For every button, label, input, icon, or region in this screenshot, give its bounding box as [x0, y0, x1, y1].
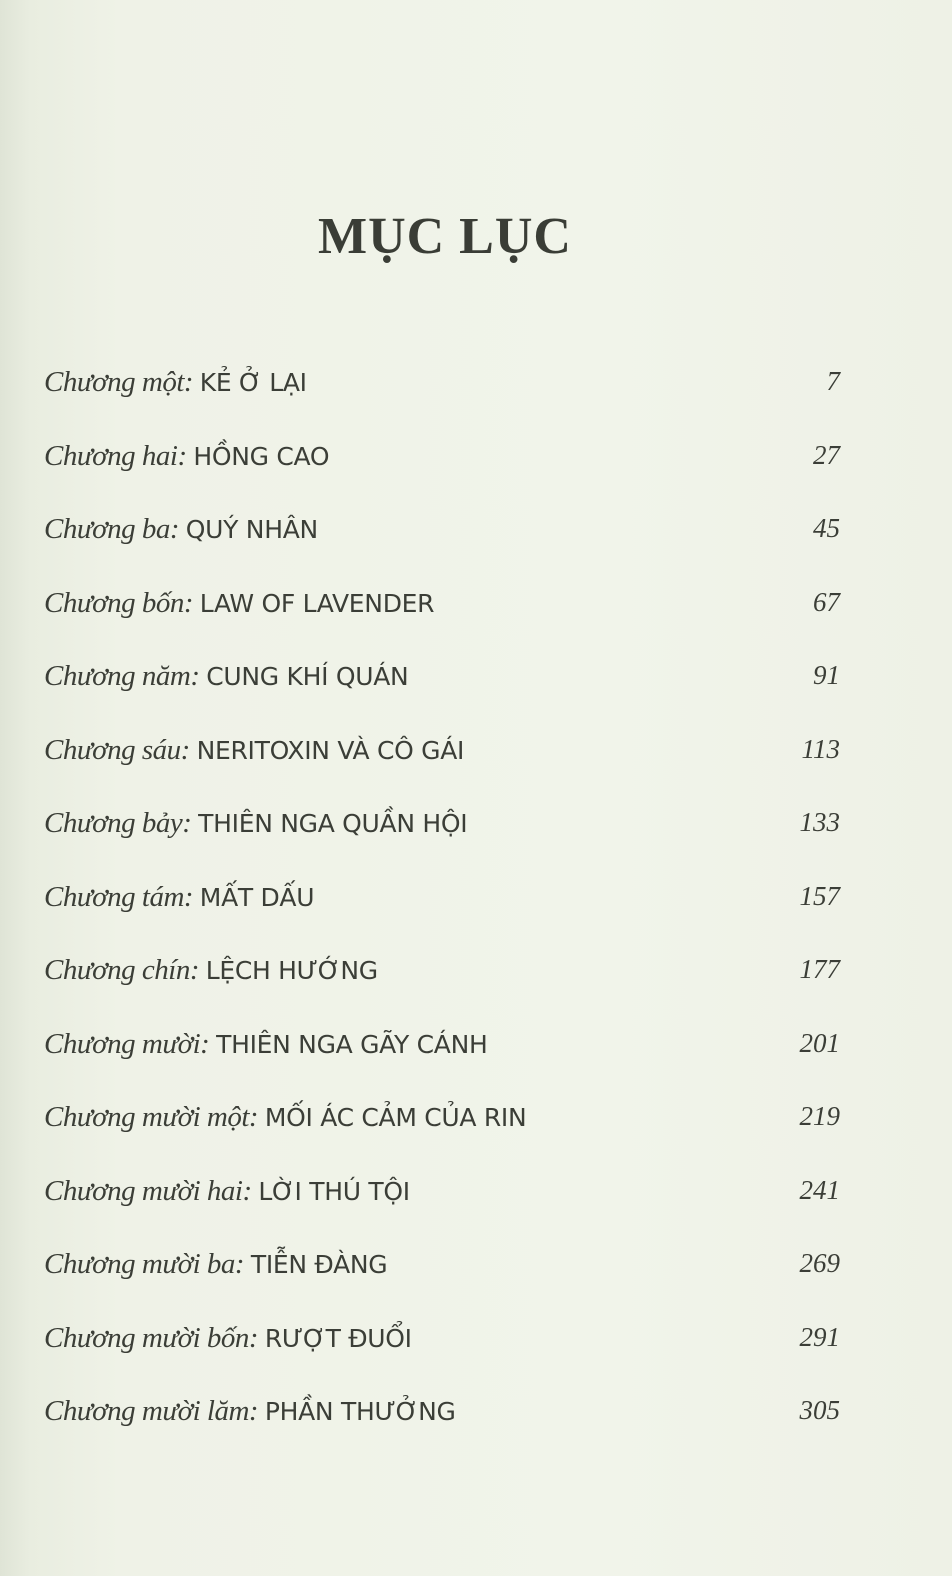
- entry-label: Chương bảy: THIÊN NGA QUẦN HỘI: [44, 807, 468, 840]
- page-number: 113: [801, 733, 841, 764]
- chapter-number: Chương sáu:: [44, 733, 190, 766]
- chapter-number: Chương mười bốn:: [44, 1321, 259, 1354]
- table-of-contents: Chương một: KẺ Ở LẠI 7 Chương hai: HỒNG CA…: [44, 366, 840, 1469]
- chapter-number: Chương mười một:: [44, 1101, 259, 1133]
- entry-label: Chương năm: CUNG KHÍ QUÁN: [44, 660, 409, 693]
- page-number: 45: [813, 513, 840, 543]
- chapter-number: Chương ba:: [44, 513, 180, 545]
- entry-label: Chương mười một: MỐI ÁC CẢM CỦA RIN: [44, 1101, 527, 1134]
- toc-entry: Chương ba: QUÝ NHÂN 45: [44, 513, 840, 587]
- page-number: 157: [799, 880, 841, 911]
- toc-entry: Chương năm: CUNG KHÍ QUÁN 91: [44, 660, 840, 734]
- page-number: 269: [799, 1248, 841, 1278]
- chapter-number: Chương mười lăm:: [44, 1395, 259, 1427]
- entry-label: Chương tám: MẤT DẤU: [44, 880, 315, 914]
- page-number: 133: [799, 807, 841, 837]
- chapter-title: HỒNG CAO: [193, 441, 330, 471]
- entry-label: Chương bốn: LAW OF LAVENDER: [44, 586, 435, 620]
- chapter-title: PHẦN THƯỞNG: [264, 1397, 456, 1426]
- chapter-title: MẤT DẤU: [199, 882, 315, 912]
- toc-entry: Chương sáu: NERITOXIN VÀ CÔ GÁI 113: [44, 734, 840, 808]
- chapter-number: Chương một:: [44, 366, 194, 398]
- page-number: 7: [826, 366, 841, 396]
- toc-entry: Chương mười một: MỐI ÁC CẢM CỦA RIN 219: [44, 1101, 840, 1175]
- page-number: 201: [799, 1027, 841, 1058]
- chapter-title: RƯỢT ĐUỔI: [264, 1323, 412, 1353]
- page-title: MỤC LỤC: [318, 207, 572, 265]
- page-number: 67: [813, 586, 840, 617]
- entry-label: Chương mười: THIÊN NGA GÃY CÁNH: [44, 1028, 488, 1061]
- chapter-title: THIÊN NGA GÃY CÁNH: [216, 1029, 488, 1059]
- chapter-number: Chương mười ba:: [44, 1248, 245, 1280]
- page-number: 219: [799, 1101, 841, 1131]
- toc-entry: Chương mười hai: LỜI THÚ TỘI 241: [44, 1175, 840, 1249]
- page-number: 241: [799, 1174, 841, 1205]
- toc-entry: Chương bốn: LAW OF LAVENDER 67: [44, 587, 840, 661]
- entry-label: Chương ba: QUÝ NHÂN: [44, 513, 318, 546]
- page-number: 91: [813, 660, 840, 690]
- chapter-number: Chương tám:: [44, 880, 194, 913]
- chapter-title: MỐI ÁC CẢM CỦA RIN: [264, 1103, 527, 1132]
- chapter-title: LAW OF LAVENDER: [199, 588, 435, 618]
- toc-entry: Chương một: KẺ Ở LẠI 7: [44, 366, 840, 440]
- toc-entry: Chương mười: THIÊN NGA GÃY CÁNH 201: [44, 1028, 840, 1102]
- chapter-title: LỜI THÚ TỘI: [258, 1176, 410, 1206]
- page-number: 177: [799, 954, 841, 984]
- toc-entry: Chương mười lăm: PHẦN THƯỞNG 305: [44, 1395, 840, 1469]
- entry-label: Chương một: KẺ Ở LẠI: [44, 366, 307, 399]
- entry-label: Chương hai: HỒNG CAO: [44, 439, 330, 473]
- chapter-number: Chương mười hai:: [44, 1174, 252, 1207]
- entry-label: Chương chín: LỆCH HƯỚNG: [44, 954, 378, 987]
- chapter-number: Chương bảy:: [44, 807, 192, 839]
- chapter-title: NERITOXIN VÀ CÔ GÁI: [196, 735, 465, 765]
- entry-label: Chương mười bốn: RƯỢT ĐUỔI: [44, 1322, 412, 1355]
- chapter-title: TIỄN ĐÀNG: [250, 1250, 388, 1279]
- chapter-number: Chương bốn:: [44, 586, 194, 619]
- chapter-title: CUNG KHÍ QUÁN: [206, 662, 409, 691]
- chapter-number: Chương năm:: [44, 660, 200, 692]
- entry-label: Chương mười lăm: PHẦN THƯỞNG: [44, 1395, 456, 1428]
- chapter-title: THIÊN NGA QUẦN HỘI: [198, 809, 468, 838]
- toc-entry: Chương bảy: THIÊN NGA QUẦN HỘI 133: [44, 807, 840, 881]
- chapter-number: Chương chín:: [44, 954, 199, 986]
- page-number: 305: [799, 1395, 841, 1425]
- chapter-title: KẺ Ở LẠI: [199, 368, 307, 397]
- toc-entry: Chương chín: LỆCH HƯỚNG 177: [44, 954, 840, 1028]
- page-number: 27: [813, 439, 840, 470]
- toc-entry: Chương tám: MẤT DẤU 157: [44, 881, 840, 955]
- chapter-number: Chương mười:: [44, 1027, 210, 1060]
- entry-label: Chương mười ba: TIỄN ĐÀNG: [44, 1248, 388, 1281]
- entry-label: Chương mười hai: LỜI THÚ TỘI: [44, 1175, 410, 1208]
- chapter-title: QUÝ NHÂN: [185, 515, 318, 544]
- chapter-title: LỆCH HƯỚNG: [205, 956, 378, 985]
- toc-entry: Chương mười bốn: RƯỢT ĐUỔI 291: [44, 1322, 840, 1396]
- chapter-number: Chương hai:: [44, 439, 187, 472]
- page-number: 291: [799, 1321, 841, 1352]
- toc-entry: Chương mười ba: TIỄN ĐÀNG 269: [44, 1248, 840, 1322]
- entry-label: Chương sáu: NERITOXIN VÀ CÔ GÁI: [44, 734, 464, 767]
- toc-entry: Chương hai: HỒNG CAO 27: [44, 440, 840, 514]
